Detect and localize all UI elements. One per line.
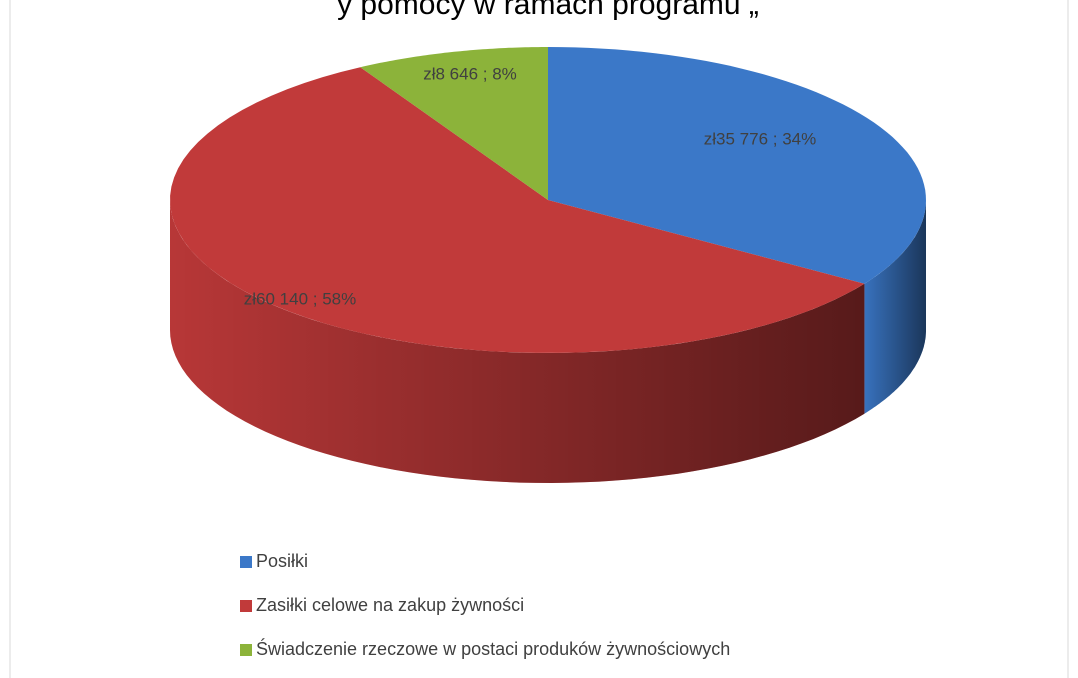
slice-side-shade: [170, 200, 865, 483]
slice-side-shade: [864, 200, 926, 414]
legend-label: Świadczenie rzeczowe w postaci produków …: [256, 638, 730, 659]
slice: [170, 67, 865, 353]
legend-label: Zasiłki celowe na zakup żywności: [256, 595, 524, 615]
legend-swatch: [240, 644, 252, 656]
slice: [548, 47, 926, 284]
legend-swatch: [240, 556, 252, 568]
data-label: zł60 140 ; 58%: [244, 289, 356, 308]
chart-title: y pomocy w ramach programu „: [337, 0, 759, 21]
legend-swatch: [240, 600, 252, 612]
data-label: zł8 646 ; 8%: [423, 64, 517, 83]
data-label: zł35 776 ; 34%: [704, 129, 816, 148]
slice: [360, 47, 548, 200]
legend-label: Posiłki: [256, 551, 308, 571]
